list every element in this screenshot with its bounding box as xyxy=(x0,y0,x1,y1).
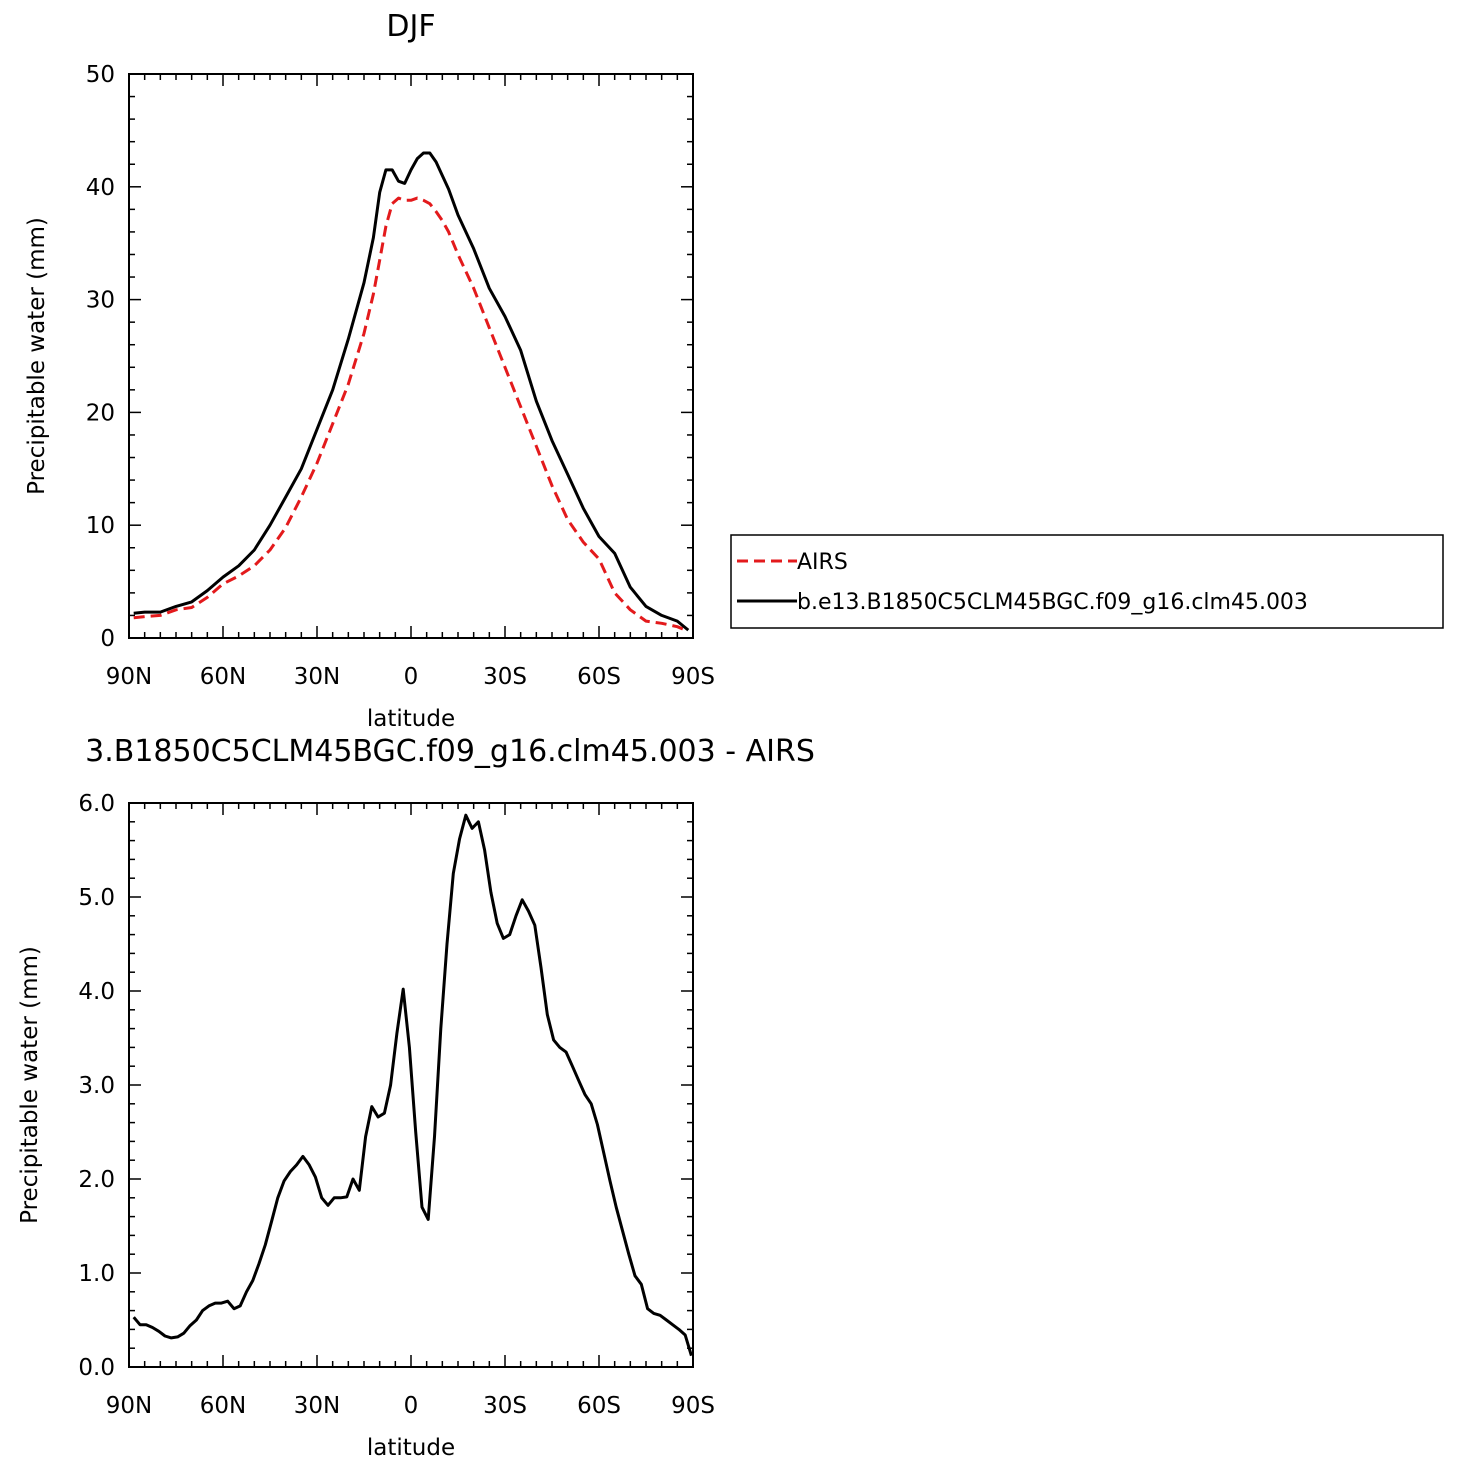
x-tick-label: 0 xyxy=(404,664,419,690)
x-tick-label: 30S xyxy=(483,1393,527,1419)
y-tick-label: 6.0 xyxy=(78,791,115,817)
x-axis-label: latitude xyxy=(367,706,455,732)
y-tick-label: 2.0 xyxy=(78,1167,115,1193)
series-line-b-e13-b1850c5clm45bgc-f09-g16-clm45-003 xyxy=(133,151,690,632)
y-tick-label: 0.0 xyxy=(78,1355,115,1381)
y-tick-label: 4.0 xyxy=(78,979,115,1005)
y-axis-label: Precipitable water (mm) xyxy=(17,946,43,1224)
x-tick-label: 30S xyxy=(483,664,527,690)
y-axis-label: Precipitable water (mm) xyxy=(24,217,50,495)
legend: AIRS b.e13.B1850C5CLM45BGC.f09_g16.clm45… xyxy=(730,534,1444,629)
y-tick-label: 5.0 xyxy=(78,885,115,911)
legend-label-model: b.e13.B1850C5CLM45BGC.f09_g16.clm45.003 xyxy=(797,590,1308,615)
y-tick-label: 0 xyxy=(100,626,115,652)
y-tick-label: 50 xyxy=(86,62,115,88)
x-tick-label: 90S xyxy=(671,1393,715,1419)
legend-label-airs: AIRS xyxy=(797,550,848,575)
x-tick-label: 90N xyxy=(106,1393,152,1419)
y-tick-label: 10 xyxy=(86,513,115,539)
x-tick-label: 90S xyxy=(671,664,715,690)
x-tick-label: 30N xyxy=(294,664,340,690)
y-tick-label: 1.0 xyxy=(78,1261,115,1287)
x-tick-label: 30N xyxy=(294,1393,340,1419)
x-axis-label: latitude xyxy=(367,1435,455,1461)
legend-box xyxy=(730,534,1444,629)
chart-title: DJF xyxy=(386,9,435,44)
series-line-airs xyxy=(133,196,689,633)
x-tick-label: 0 xyxy=(404,1393,419,1419)
y-tick-label: 40 xyxy=(86,175,115,201)
x-tick-label: 60N xyxy=(200,664,246,690)
plot-frame xyxy=(128,73,694,639)
y-tick-label: 30 xyxy=(86,288,115,314)
bottom-panel-difference: 90N 60N 30N 0 30S 60S 90S 0.0 1.0 2.0 3.0 4.0 5.0 6.0… xyxy=(17,734,815,1461)
x-tick-label: 60N xyxy=(200,1393,246,1419)
x-tick-label: 60S xyxy=(577,664,621,690)
series-line-difference xyxy=(132,813,693,1357)
x-tick-label: 90N xyxy=(106,664,152,690)
y-tick-label: 20 xyxy=(86,400,115,426)
top-panel-djf: 90N 60N 30N 0 30S 60S 90S 0 10 20 30 40 50 latitude Pr… xyxy=(24,9,715,732)
y-tick-label: 3.0 xyxy=(78,1073,115,1099)
x-tick-label: 60S xyxy=(577,1393,621,1419)
chart-title: 3.B1850C5CLM45BGC.f09_g16.clm45.003 - AI… xyxy=(85,734,815,769)
